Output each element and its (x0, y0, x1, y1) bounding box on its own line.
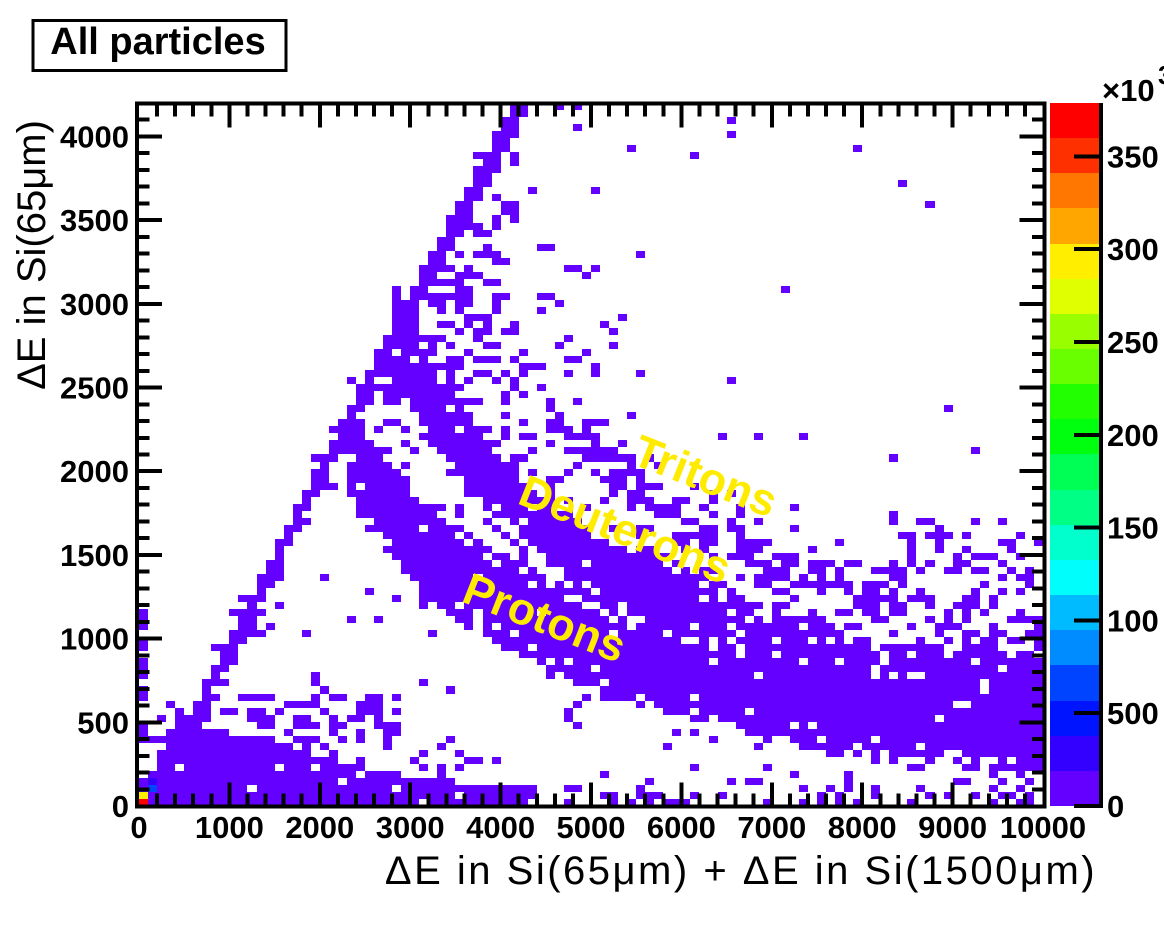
svg-text:200: 200 (1107, 418, 1159, 453)
svg-text:10000: 10000 (1000, 810, 1086, 845)
svg-text:ΔE in Si(65μm): ΔE in Si(65μm) (10, 120, 54, 390)
svg-text:3000: 3000 (376, 810, 445, 845)
svg-text:3500: 3500 (60, 203, 129, 238)
svg-text:3: 3 (1158, 60, 1164, 90)
svg-text:500: 500 (1107, 696, 1159, 731)
svg-text:0: 0 (1107, 789, 1124, 824)
svg-text:2000: 2000 (60, 454, 129, 489)
svg-text:6000: 6000 (647, 810, 716, 845)
svg-text:ΔE in Si(65μm) + ΔE in Si(1500: ΔE in Si(65μm) + ΔE in Si(1500μm) (385, 849, 1097, 893)
svg-text:100: 100 (1107, 603, 1159, 638)
svg-text:0: 0 (130, 810, 147, 845)
svg-text:1000: 1000 (195, 810, 264, 845)
svg-text:250: 250 (1107, 325, 1159, 360)
svg-text:150: 150 (1107, 511, 1159, 546)
svg-text:2500: 2500 (60, 371, 129, 406)
svg-text:7000: 7000 (737, 810, 806, 845)
svg-text:5000: 5000 (557, 810, 626, 845)
svg-text:All particles: All particles (50, 21, 265, 63)
svg-text:500: 500 (77, 705, 129, 740)
svg-text:9000: 9000 (918, 810, 987, 845)
svg-text:3000: 3000 (60, 287, 129, 322)
svg-text:2000: 2000 (285, 810, 354, 845)
svg-text:4000: 4000 (60, 120, 129, 155)
svg-text:×10: ×10 (1102, 73, 1155, 108)
svg-text:4000: 4000 (466, 810, 535, 845)
svg-text:8000: 8000 (828, 810, 897, 845)
svg-text:0: 0 (112, 789, 129, 824)
svg-text:1500: 1500 (60, 538, 129, 573)
svg-text:300: 300 (1107, 232, 1159, 267)
svg-text:1000: 1000 (60, 622, 129, 657)
svg-text:350: 350 (1107, 139, 1159, 174)
